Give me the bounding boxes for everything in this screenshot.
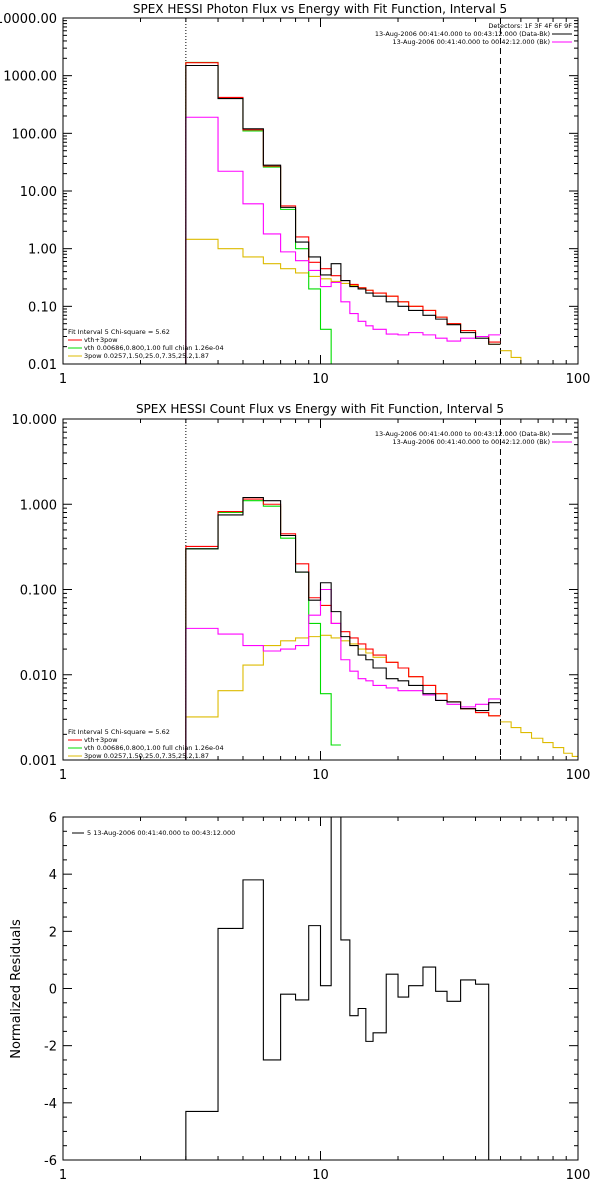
photon-series-data-bk	[185, 64, 501, 364]
photon-y-tick-label: 0.10	[28, 300, 57, 315]
photon-y-tick-label: 0.01	[28, 358, 57, 373]
count-legend-bk: 13-Aug-2006 00:41:40.000 to 00:42:12.000…	[393, 438, 550, 446]
count-legend-fit-header: Fit Interval 5 Chi-square = 5.62	[68, 728, 170, 736]
count-y-tick-label: 0.010	[20, 669, 57, 684]
residuals-y-tick-label: 4	[49, 868, 57, 883]
photon-x-tick-label: 10	[312, 372, 329, 387]
count-series-layer	[185, 419, 578, 760]
count-series-vth-3pow	[185, 498, 501, 760]
residuals-panel: 1 10 100 6 4 2 0 -2 -4 -6 5 13-Aug-2006 00:41:40.…	[9, 811, 590, 1183]
residuals-y-tick-label: -6	[44, 1154, 57, 1169]
photon-legend-data-bk: 13-Aug-2006 00:41:40.000 to 00:43:12.000…	[375, 30, 550, 38]
photon-panel-title: SPEX HESSI Photon Flux vs Energy with Fi…	[133, 2, 507, 16]
count-x-tick-label: 10	[312, 768, 329, 783]
photon-axes: 1 10 100 10000.00 1000.00 100.00 10.00 1.00 0.10…	[0, 12, 590, 387]
photon-y-tick-label: 10000.00	[0, 12, 57, 27]
residuals-y-tick-label: -4	[44, 1097, 57, 1112]
photon-legend-3pow: 3pow 0.0257,1.50,25.0,7.35,25.2,1.87	[84, 352, 209, 360]
residuals-y-tick-label: 2	[49, 925, 57, 940]
residuals-x-tick-label: 100	[566, 1168, 591, 1183]
count-legend-3pow: 3pow 0.0257,1.50,25.0,7.35,25.2,1.87	[84, 752, 209, 760]
count-series-vth	[185, 500, 341, 760]
count-y-tick-label: 1.000	[20, 498, 57, 513]
residuals-legend: 5 13-Aug-2006 00:41:40.000 to 00:43:12.0…	[87, 829, 235, 837]
photon-series-layer	[185, 18, 530, 365]
count-y-tick-label: 0.001	[20, 754, 57, 769]
count-series-bk	[185, 588, 501, 760]
photon-series-bk	[185, 116, 501, 364]
count-legend-data-bk: 13-Aug-2006 00:41:40.000 to 00:43:12.000…	[375, 430, 550, 438]
residuals-y-tick-label: 0	[49, 983, 57, 998]
photon-series-vth	[185, 61, 350, 365]
count-panel-title: SPEX HESSI Count Flux vs Energy with Fit…	[136, 402, 504, 416]
count-y-tick-label: 0.100	[20, 584, 57, 599]
photon-y-tick-label: 10.00	[20, 185, 57, 200]
count-legend-vth: vth 0.00686,0.800,1.00 full chian 1.26e-…	[84, 744, 224, 752]
count-series-3pow	[185, 634, 501, 760]
count-x-tick-label: 100	[566, 768, 591, 783]
count-series-data-bk	[185, 496, 501, 760]
photon-x-tick-label: 100	[566, 372, 591, 387]
photon-series-vth-3pow	[185, 62, 501, 364]
residuals-x-tick-label: 1	[59, 1168, 67, 1183]
residuals-y-tick-label: 6	[49, 811, 57, 826]
count-flux-panel: SPEX HESSI Count Flux vs Energy with Fit…	[12, 402, 591, 783]
residuals-axes: 1 10 100 6 4 2 0 -2 -4 -6	[44, 811, 590, 1183]
photon-y-tick-label: 1.00	[28, 243, 57, 258]
photon-legend-bk: 13-Aug-2006 00:41:40.000 to 00:42:12.000…	[393, 38, 550, 46]
photon-flux-panel: SPEX HESSI Photon Flux vs Energy with Fi…	[0, 2, 590, 387]
count-legend-vth3pow: vth+3pow	[84, 736, 118, 744]
photon-series-3pow-extension	[500, 350, 530, 365]
residuals-x-tick-label: 10	[312, 1168, 329, 1183]
photon-y-tick-label: 100.00	[12, 127, 58, 142]
count-axes: 1 10 100 10.000 1.000 0.100 0.010 0.001	[12, 413, 591, 783]
photon-x-tick-label: 1	[59, 372, 67, 387]
photon-legend-fit-header: Fit Interval 5 Chi-square = 5.62	[68, 328, 170, 336]
photon-legend-vth3pow: vth+3pow	[84, 336, 118, 344]
photon-legend-vth: vth 0.00686,0.800,1.00 full chian 1.26e-…	[84, 344, 224, 352]
residuals-series-5-13-aug-2006-00-41-40-000-to-00-43-12-000	[185, 816, 490, 1160]
count-y-tick-label: 10.000	[12, 413, 58, 428]
count-series-3pow-extension	[500, 721, 578, 758]
count-x-tick-label: 1	[59, 768, 67, 783]
residuals-plot-frame	[62, 816, 579, 1161]
photon-y-tick-label: 1000.00	[3, 70, 57, 85]
residuals-y-axis-label: Normalized Residuals	[9, 919, 24, 1059]
photon-legend-detectors: Detectors: 1F 3F 4F 6F 9F	[488, 22, 572, 30]
residuals-series-layer	[185, 816, 490, 1160]
residuals-y-tick-label: -2	[44, 1040, 57, 1055]
